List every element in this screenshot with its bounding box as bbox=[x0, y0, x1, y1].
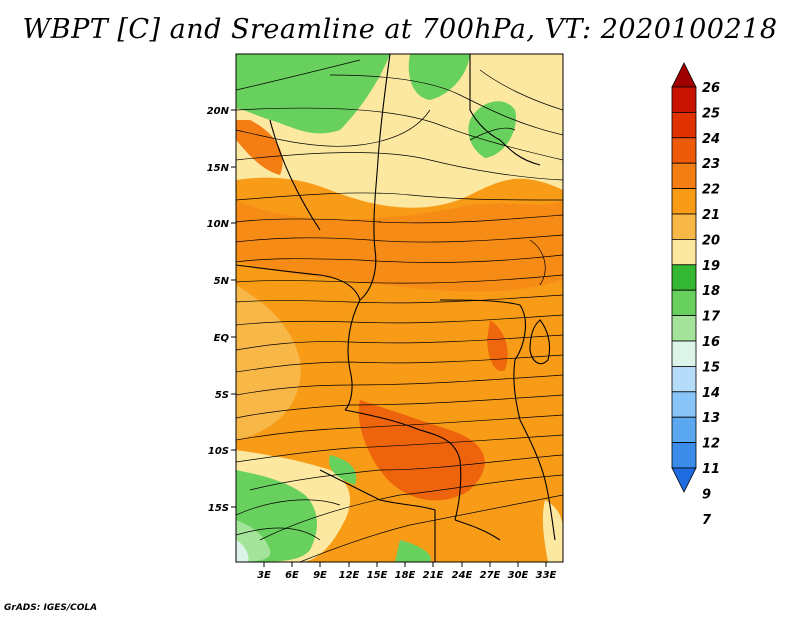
lon-label-15e: 15E bbox=[367, 570, 388, 581]
colorbar-label: 19 bbox=[702, 259, 720, 274]
colorbar-swatch bbox=[671, 416, 697, 444]
lon-label-30e: 30E bbox=[508, 570, 529, 581]
colorbar-swatch bbox=[671, 238, 697, 266]
lon-label-9e: 9E bbox=[313, 570, 327, 581]
colorbar-swatch bbox=[671, 391, 697, 418]
lon-label-33e: 33E bbox=[536, 570, 557, 581]
colorbar-label: 18 bbox=[702, 284, 720, 299]
lon-label-21e: 21E bbox=[423, 570, 444, 581]
colorbar-label: 11 bbox=[702, 462, 720, 477]
lat-label-5s: 5S bbox=[215, 390, 229, 401]
lat-label-10s: 10S bbox=[208, 446, 229, 457]
country-borders bbox=[236, 54, 556, 562]
colorbar-swatch bbox=[671, 188, 697, 215]
colorbar-swatch bbox=[671, 112, 697, 139]
colorbar-swatch bbox=[671, 340, 697, 367]
grads-credit: GrADS: IGES/COLA bbox=[4, 603, 98, 613]
colorbar-label: 16 bbox=[702, 335, 720, 350]
colorbar-label: 25 bbox=[702, 106, 720, 121]
green-region-north bbox=[408, 54, 470, 100]
colorbar-swatch bbox=[671, 213, 697, 240]
lat-label-10n: 10N bbox=[207, 219, 230, 230]
lat-label-15n: 15N bbox=[207, 163, 230, 174]
colorbar-label: 21 bbox=[702, 208, 720, 223]
colorbar-label: 12 bbox=[702, 437, 720, 452]
colorbar-bottom-arrow bbox=[671, 467, 697, 493]
colorbar-label: 14 bbox=[702, 386, 720, 401]
colorbar: 26 25 24 23 22 21 20 19 18 17 16 15 14 13 12 11 9 7 bbox=[671, 62, 721, 528]
colorbar-swatch bbox=[671, 289, 697, 317]
colorbar-label: 17 bbox=[702, 310, 721, 325]
lon-label-24e: 24E bbox=[452, 570, 473, 581]
colorbar-swatch bbox=[671, 162, 697, 189]
colorbar-label: 23 bbox=[702, 157, 720, 172]
latitude-axis: 20N 15N 10N 5N EQ 5S 10S 15S bbox=[207, 106, 236, 514]
colorbar-top-arrow bbox=[671, 62, 697, 88]
colorbar-label: 20 bbox=[702, 233, 720, 248]
lat-label-eq: EQ bbox=[214, 333, 230, 344]
lon-label-3e: 3E bbox=[257, 570, 271, 581]
map-panel bbox=[236, 54, 563, 562]
colorbar-label: 13 bbox=[702, 411, 720, 426]
colorbar-swatch bbox=[671, 315, 697, 342]
colorbar-swatch bbox=[671, 264, 697, 291]
colorbar-swatch bbox=[671, 442, 697, 469]
lon-label-6e: 6E bbox=[285, 570, 299, 581]
colorbar-label: 24 bbox=[702, 132, 720, 147]
colorbar-swatch bbox=[671, 137, 697, 164]
lat-label-15s: 15S bbox=[208, 503, 229, 514]
map-frame bbox=[235, 53, 564, 563]
chart-title: WBPT [C] and Sreamline at 700hPa, VT: 20… bbox=[22, 14, 778, 45]
lon-label-12e: 12E bbox=[339, 570, 360, 581]
colorbar-label: 26 bbox=[702, 81, 720, 96]
colorbar-swatch bbox=[671, 86, 697, 113]
longitude-axis: 3E 6E 9E 12E 15E 18E 21E 24E 27E 30E 33E bbox=[257, 562, 557, 581]
colorbar-label: 22 bbox=[702, 183, 720, 198]
streamlines bbox=[236, 59, 563, 562]
green-region-northwest bbox=[236, 54, 390, 134]
colorbar-label: 7 bbox=[702, 513, 712, 528]
lon-label-27e: 27E bbox=[480, 570, 501, 581]
colorbar-label: 15 bbox=[702, 360, 720, 375]
colorbar-label: 9 bbox=[702, 487, 711, 502]
lat-label-20n: 20N bbox=[207, 106, 230, 117]
hotspot-south bbox=[358, 400, 485, 501]
colorbar-swatch bbox=[671, 365, 697, 393]
lon-label-18e: 18E bbox=[395, 570, 416, 581]
lat-label-5n: 5N bbox=[214, 276, 230, 287]
